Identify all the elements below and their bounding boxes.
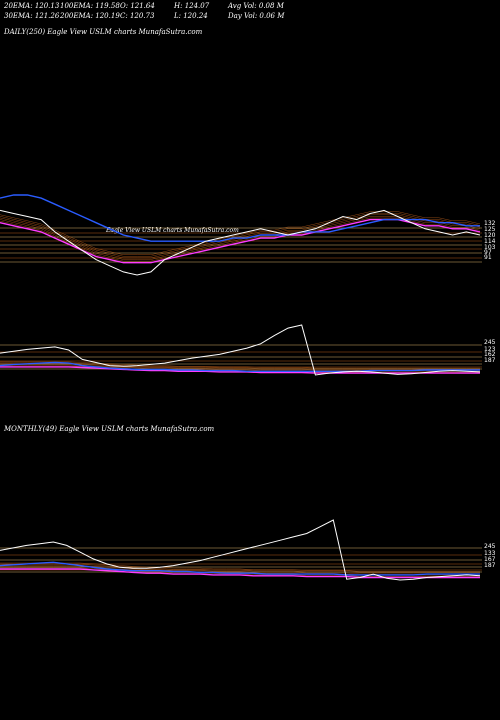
monthly-caption: MONTHLY(49) Eagle View USLM charts Munaf…	[4, 425, 215, 433]
series-line-1	[0, 519, 481, 581]
ema-bundle-line	[0, 362, 480, 370]
stat-100ema: 100EMA: 119.58	[60, 2, 120, 10]
y-tick-label: 245	[484, 339, 496, 346]
y-tick-label: 103	[484, 244, 496, 251]
series-line-2	[0, 561, 480, 576]
y-tick-label: 97	[484, 249, 492, 256]
y-tick-label: 187	[484, 562, 496, 569]
stat-high: H: 124.07	[174, 2, 210, 10]
ema-bundle-line	[0, 563, 480, 573]
stat-30ema: 30EMA: 121.26	[4, 12, 60, 20]
series-line-3	[0, 568, 480, 579]
series-line-2	[0, 194, 480, 242]
y-tick-label: 187	[484, 357, 496, 364]
y-tick-label: 162	[484, 351, 496, 358]
ema-bundle-line	[0, 361, 480, 369]
ema-bundle-line	[0, 562, 480, 572]
daily-caption: DAILY(250) Eagle View USLM charts Munafa…	[4, 28, 203, 36]
ema-bundle-line	[0, 217, 481, 262]
y-tick-label: 125	[484, 226, 496, 233]
y-tick-label: 133	[484, 550, 496, 557]
overlay-caption: Eagle View USLM charts MunafaSutra.com	[106, 227, 239, 234]
stat-low: L: 120.24	[174, 12, 208, 20]
y-tick-label: 245	[484, 543, 496, 550]
stat-20ema: 20EMA: 120.13	[4, 2, 60, 10]
stat-close: C: 120.73	[120, 12, 155, 20]
series-line-1	[0, 324, 481, 376]
series-line-1	[0, 209, 481, 276]
stat-day-vol: Day Vol: 0.06 M	[228, 12, 285, 20]
stat-open: O: 121.64	[120, 2, 155, 10]
series-line-3	[0, 366, 480, 374]
y-tick-label: 114	[484, 238, 496, 245]
ema-bundle-line	[0, 212, 481, 257]
stat-200ema: 200EMA: 120.19	[60, 12, 120, 20]
y-tick-label: 132	[484, 220, 496, 227]
stat-avg-vol: Avg Vol: 0.08 M	[228, 2, 284, 10]
ema-bundle-line	[0, 216, 481, 260]
y-tick-label: 123	[484, 346, 496, 353]
ema-bundle-line	[0, 211, 481, 255]
y-tick-label: 91	[484, 254, 492, 261]
y-tick-label: 167	[484, 556, 496, 563]
series-line-2	[0, 361, 480, 372]
y-tick-label: 120	[484, 232, 496, 239]
